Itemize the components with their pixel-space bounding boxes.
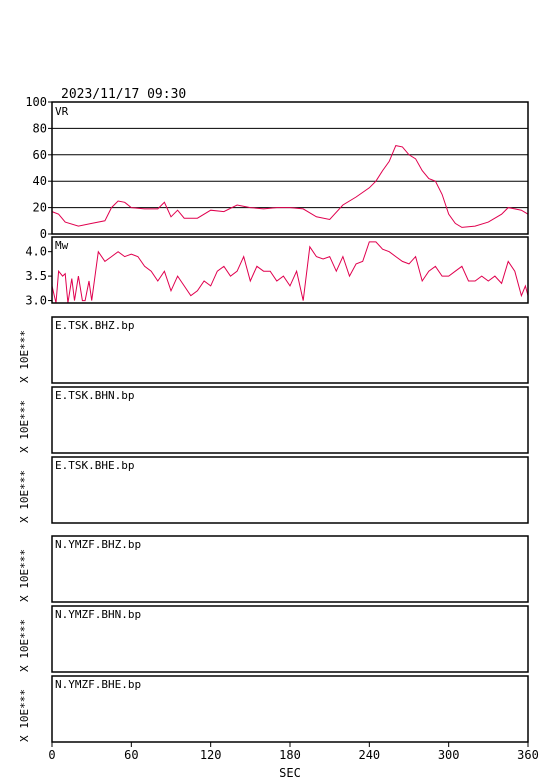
waveform-label: E.TSK.BHZ.bp [55, 319, 134, 332]
waveform-panel: E.TSK.BHE.bp X 10E*** [18, 456, 529, 524]
waveform-panel: E.TSK.BHN.bp X 10E*** [18, 386, 529, 454]
mw-title: Mw [55, 239, 69, 252]
scale-label: X 10E*** [18, 330, 31, 383]
x-tick-label: 360 [517, 748, 539, 762]
vr-series-line [51, 145, 529, 228]
vr-grid [52, 127, 528, 209]
mw-frame [51, 236, 529, 304]
scale-label: X 10E*** [18, 470, 31, 523]
mw-series-line [51, 241, 529, 304]
vr-title: VR [55, 105, 69, 118]
vr-y-ticks: 0 20 40 60 80 100 [25, 95, 52, 241]
vr-frame [51, 101, 529, 235]
y-tick-label: 40 [33, 174, 47, 188]
waveform-frame [51, 605, 529, 673]
x-tick-label: 120 [200, 748, 222, 762]
y-tick-label: 0 [40, 227, 47, 241]
waveform-panel: N.YMZF.BHZ.bp X 10E*** [18, 535, 529, 603]
scale-label: X 10E*** [18, 619, 31, 672]
scale-label: X 10E*** [18, 400, 31, 453]
timestamp-label: 2023/11/17 09:30 [61, 87, 186, 102]
waveform-panel: N.YMZF.BHE.bp X 10E*** [18, 675, 529, 743]
waveform-frame [51, 456, 529, 524]
waveform-frame [51, 386, 529, 454]
y-tick-label: 80 [33, 121, 47, 135]
mw-y-ticks: 3.0 3.5 4.0 [25, 245, 52, 308]
waveform-label: N.YMZF.BHN.bp [55, 608, 141, 621]
waveform-label: E.TSK.BHE.bp [55, 459, 134, 472]
waveform-panel: N.YMZF.BHN.bp X 10E*** [18, 605, 529, 673]
waveform-panel: E.TSK.BHZ.bp X 10E*** [18, 316, 529, 384]
x-tick-label: 180 [279, 748, 301, 762]
x-tick-label: 0 [48, 748, 55, 762]
y-tick-label: 60 [33, 148, 47, 162]
x-tick-label: 300 [438, 748, 460, 762]
waveform-frame [51, 535, 529, 603]
y-tick-label: 4.0 [25, 245, 47, 259]
mw-panel: 3.0 3.5 4.0 Mw [25, 236, 529, 308]
waveform-panels: E.TSK.BHZ.bp X 10E*** E.TSK.BHN.bp X 10E… [18, 316, 529, 743]
x-tick-label: 240 [358, 748, 380, 762]
scale-label: X 10E*** [18, 689, 31, 742]
y-tick-label: 3.5 [25, 269, 47, 283]
waveform-frame [51, 316, 529, 384]
waveform-label: N.YMZF.BHE.bp [55, 678, 141, 691]
y-tick-label: 3.0 [25, 294, 47, 308]
x-axis-title: SEC [279, 766, 301, 780]
x-axis: 0 60 120 180 240 300 360 [48, 742, 539, 762]
y-tick-label: 20 [33, 201, 47, 215]
waveform-label: N.YMZF.BHZ.bp [55, 538, 141, 551]
vr-panel: 0 20 40 60 80 100 VR [25, 95, 529, 241]
x-tick-label: 60 [124, 748, 138, 762]
scale-label: X 10E*** [18, 549, 31, 602]
y-tick-label: 100 [25, 95, 47, 109]
waveform-label: E.TSK.BHN.bp [55, 389, 134, 402]
